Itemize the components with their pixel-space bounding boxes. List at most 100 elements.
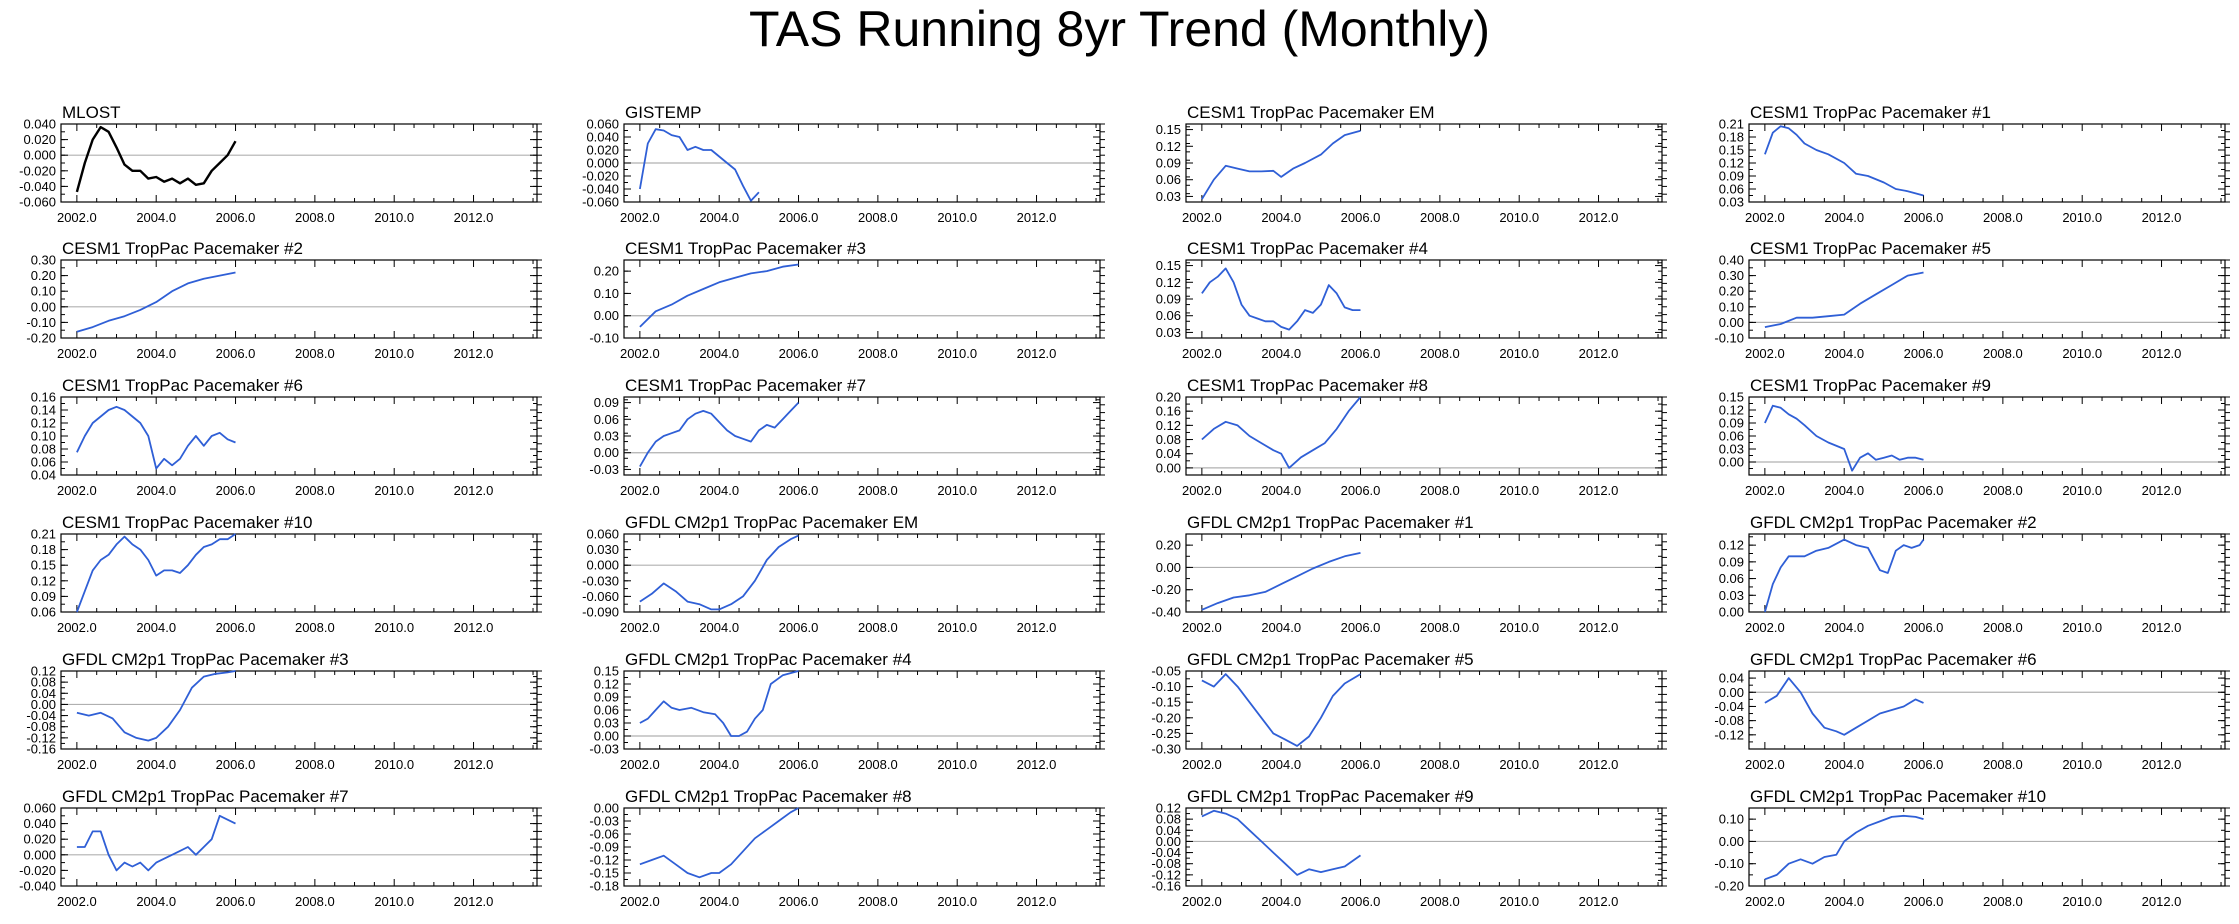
y-tick-label: 0.15 <box>1719 390 1744 405</box>
y-tick-label: 0.09 <box>1719 416 1744 431</box>
x-tick-label: 2006.0 <box>1341 620 1381 635</box>
y-tick-label: -0.10 <box>1714 331 1744 346</box>
panel-subtitle: CESM1 TropPac Pacemaker #7 <box>625 376 866 395</box>
x-tick-label: 2010.0 <box>374 894 414 909</box>
x-tick-label: 2010.0 <box>2062 757 2102 772</box>
y-tick-label: 0.00 <box>1719 455 1744 470</box>
y-tick-label: 0.00 <box>594 801 619 816</box>
x-tick-label: 2010.0 <box>2062 620 2102 635</box>
panel-subtitle: GFDL CM2p1 TropPac Pacemaker #8 <box>625 787 912 806</box>
panel-subtitle: GFDL CM2p1 TropPac Pacemaker #9 <box>1187 787 1474 806</box>
panel-subtitle: GFDL CM2p1 TropPac Pacemaker #5 <box>1187 650 1474 669</box>
x-tick-label: 2004.0 <box>136 210 176 225</box>
y-tick-label: 0.04 <box>1156 823 1181 838</box>
plot-frame <box>623 807 1101 887</box>
y-tick-label: 0.16 <box>31 390 56 405</box>
x-tick-label: 2008.0 <box>295 346 335 361</box>
y-tick-label: -0.10 <box>1714 856 1744 871</box>
x-tick-label: 2010.0 <box>2062 483 2102 498</box>
x-tick-label: 2002.0 <box>1182 346 1222 361</box>
x-tick-label: 2002.0 <box>1182 210 1222 225</box>
x-tick-label: 2002.0 <box>1745 620 1785 635</box>
x-tick-label: 2010.0 <box>1499 346 1539 361</box>
panel-subtitle: CESM1 TropPac Pacemaker #4 <box>1187 239 1428 258</box>
x-tick-label: 2004.0 <box>1824 757 1864 772</box>
y-tick-label: 0.08 <box>1156 812 1181 827</box>
x-tick-label: 2006.0 <box>216 620 256 635</box>
plot-frame <box>1748 533 2226 613</box>
x-tick-label: 2008.0 <box>295 757 335 772</box>
y-tick-label: 0.10 <box>594 286 619 301</box>
panel-15: GFDL CM2p1 TropPac Pacemaker #1 2002.0 200… <box>1151 513 1667 635</box>
y-tick-label: 0.09 <box>31 589 56 604</box>
x-tick-label: 2006.0 <box>1904 346 1944 361</box>
plot-frame <box>1185 670 1663 750</box>
panel-24: GFDL CM2p1 TropPac Pacemaker #10 2002.0 20… <box>1714 787 2230 909</box>
x-tick-label: 2004.0 <box>699 620 739 635</box>
x-tick-label: 2012.0 <box>454 620 494 635</box>
y-tick-label: 0.00 <box>594 308 619 323</box>
y-tick-label: 0.00 <box>1156 834 1181 849</box>
main-title: TAS Running 8yr Trend (Monthly) <box>748 1 1491 57</box>
x-tick-label: 2008.0 <box>1420 483 1460 498</box>
series-line <box>76 670 236 742</box>
panel-1: MLOST 2002.0 2004.0 2006.0 2008.0 2010.0 2012.… <box>19 103 542 225</box>
y-tick-label: 0.040 <box>23 117 56 132</box>
x-tick-label: 2012.0 <box>454 757 494 772</box>
x-tick-label: 2004.0 <box>136 894 176 909</box>
x-tick-label: 2004.0 <box>136 346 176 361</box>
x-tick-label: 2006.0 <box>779 894 819 909</box>
panel-5: CESM1 TropPac Pacemaker #2 2002.0 2004.0 20… <box>26 239 542 361</box>
y-tick-label: -0.03 <box>589 742 619 757</box>
y-tick-label: 0.10 <box>1719 812 1744 827</box>
panel-20: GFDL CM2p1 TropPac Pacemaker #6 2002.0 200… <box>1714 650 2230 772</box>
panel-subtitle: CESM1 TropPac Pacemaker #6 <box>62 376 303 395</box>
y-tick-label: 0.040 <box>586 130 619 145</box>
y-tick-label: 0.060 <box>586 117 619 132</box>
x-tick-label: 2012.0 <box>2142 346 2182 361</box>
x-tick-label: 2006.0 <box>216 757 256 772</box>
x-tick-label: 2004.0 <box>1261 210 1301 225</box>
x-tick-label: 2006.0 <box>1904 210 1944 225</box>
x-tick-label: 2010.0 <box>374 210 414 225</box>
y-tick-label: 0.21 <box>1719 117 1744 132</box>
y-tick-label: 0.00 <box>594 729 619 744</box>
y-tick-label: 0.12 <box>1719 538 1744 553</box>
y-tick-label: 0.08 <box>1156 432 1181 447</box>
y-tick-label: -0.08 <box>1714 713 1744 728</box>
x-tick-label: 2008.0 <box>295 620 335 635</box>
x-tick-label: 2004.0 <box>699 483 739 498</box>
x-tick-label: 2004.0 <box>136 620 176 635</box>
panel-subtitle: GFDL CM2p1 TropPac Pacemaker #4 <box>625 650 912 669</box>
series-line <box>639 807 799 879</box>
y-tick-label: 0.06 <box>31 605 56 620</box>
y-tick-label: -0.040 <box>582 182 619 197</box>
series-line <box>1201 809 1362 876</box>
panel-8: CESM1 TropPac Pacemaker #5 2002.0 2004.0 20… <box>1714 239 2230 361</box>
x-tick-label: 2010.0 <box>1499 894 1539 909</box>
x-tick-label: 2012.0 <box>1579 346 1619 361</box>
y-tick-label: -0.40 <box>1151 605 1181 620</box>
y-tick-label: 0.03 <box>1719 442 1744 457</box>
y-tick-label: 0.060 <box>586 527 619 542</box>
y-tick-label: -0.060 <box>582 195 619 210</box>
x-tick-label: 2002.0 <box>620 894 660 909</box>
x-tick-label: 2010.0 <box>937 483 977 498</box>
y-tick-label: -0.03 <box>589 814 619 829</box>
y-tick-label: 0.00 <box>31 299 56 314</box>
x-tick-label: 2006.0 <box>216 483 256 498</box>
x-tick-label: 2010.0 <box>1499 757 1539 772</box>
plot-frame <box>1748 123 2226 203</box>
y-tick-label: 0.20 <box>31 268 56 283</box>
x-tick-label: 2012.0 <box>1017 346 1057 361</box>
x-tick-label: 2008.0 <box>295 894 335 909</box>
series-line <box>1764 404 1924 472</box>
y-tick-label: -0.08 <box>1151 856 1181 871</box>
y-tick-label: -0.30 <box>1151 742 1181 757</box>
x-tick-label: 2008.0 <box>858 620 898 635</box>
y-tick-label: -0.16 <box>1151 879 1181 894</box>
x-tick-label: 2012.0 <box>1579 757 1619 772</box>
x-tick-label: 2002.0 <box>57 346 97 361</box>
y-tick-label: 0.12 <box>594 677 619 692</box>
y-tick-label: 0.00 <box>1156 560 1181 575</box>
